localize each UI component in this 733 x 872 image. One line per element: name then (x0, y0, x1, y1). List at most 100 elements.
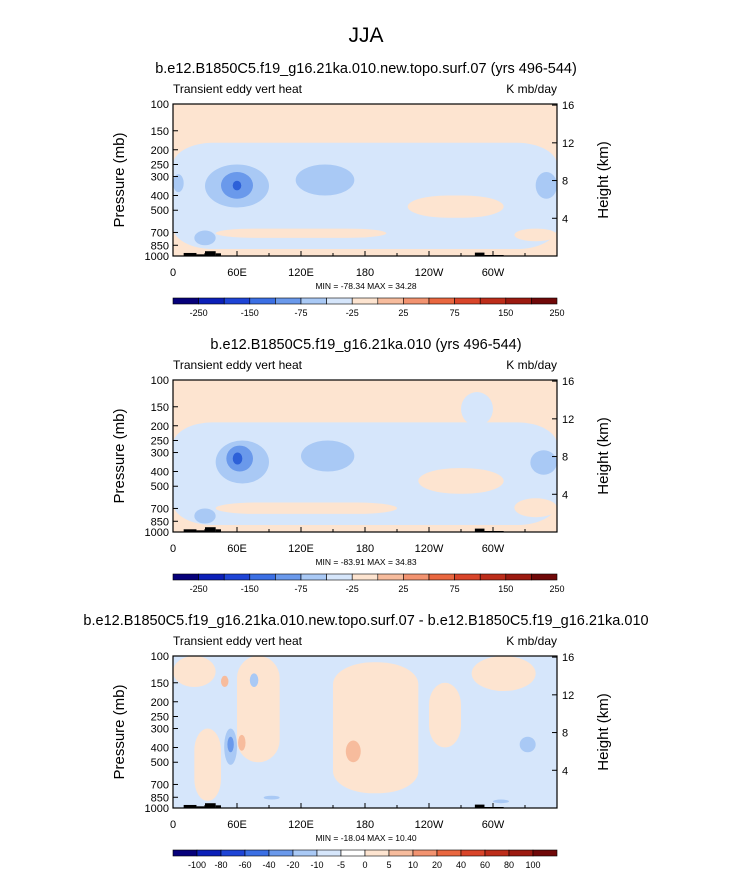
height-axis-label: Height (km) (595, 141, 612, 219)
height-axis-label: Height (km) (595, 693, 612, 771)
contour-region (471, 656, 536, 692)
colorbar-swatch (531, 297, 558, 305)
colorbar-swatch (268, 849, 294, 857)
colorbar-swatch (249, 573, 276, 581)
topography-mark (183, 804, 197, 808)
contour-region (221, 675, 229, 688)
contour-region (232, 452, 243, 465)
contour-region (173, 656, 216, 688)
colorbar-swatch (479, 573, 507, 581)
colorbar-swatch (377, 297, 404, 305)
topography-mark (205, 251, 216, 256)
colorbar-swatch (244, 849, 270, 857)
topography-mark (474, 252, 485, 256)
colorbar-swatch (172, 297, 199, 305)
topography-mark (196, 254, 205, 256)
colorbar-swatch (460, 849, 486, 857)
colorbar-swatch (300, 573, 327, 581)
colorbar-swatch (300, 297, 327, 305)
panel-units-label: K mb/day (506, 82, 557, 96)
colorbar-swatch (479, 297, 507, 305)
topography-mark (183, 529, 197, 532)
height-tick-label: 4 (562, 765, 568, 777)
y-axis-label: Pressure (mb) (111, 132, 128, 227)
x-tick-label: 120E (288, 267, 314, 279)
colorbar-swatch (454, 573, 481, 581)
panel-left-label: Transient eddy vert heat (173, 358, 303, 372)
topography-mark (196, 806, 205, 808)
y-tick-label: 250 (151, 435, 169, 447)
x-tick-label: 0 (170, 819, 176, 831)
colorbar-swatch (454, 297, 481, 305)
y-tick-label: 300 (151, 724, 169, 736)
panel-title: b.e12.B1850C5.f19_g16.21ka.010 (yrs 496-… (210, 337, 521, 353)
contour-region (215, 502, 397, 514)
contour-region (514, 498, 557, 518)
height-tick-label: 12 (562, 414, 574, 426)
y-tick-label: 100 (151, 375, 169, 387)
topography-mark (215, 253, 221, 256)
y-tick-label: 850 (151, 240, 169, 252)
y-tick-label: 700 (151, 779, 169, 791)
contour-region (295, 164, 355, 196)
y-tick-label: 200 (151, 421, 169, 433)
y-tick-label: 400 (151, 467, 169, 479)
contour-region (194, 230, 216, 246)
contour-region (461, 392, 493, 426)
colorbar-label: 60 (480, 860, 490, 870)
contour-region (237, 656, 280, 763)
x-tick-label: 180 (356, 819, 374, 831)
contour-region (530, 450, 557, 475)
topography-mark (474, 804, 485, 808)
colorbar-swatch (198, 297, 225, 305)
colorbar-label: 20 (432, 860, 442, 870)
height-tick-label: 16 (562, 652, 574, 664)
x-tick-label: 60E (227, 819, 247, 831)
colorbar-swatch (428, 297, 455, 305)
contour-region (227, 736, 234, 753)
contour-region (418, 468, 504, 494)
x-tick-label: 120E (288, 543, 314, 555)
colorbar-label: -100 (188, 860, 206, 870)
y-tick-label: 300 (151, 172, 169, 184)
topography-mark (215, 805, 221, 808)
colorbar-swatch (196, 849, 222, 857)
panel-left-label: Transient eddy vert heat (173, 634, 303, 648)
colorbar-label: 250 (549, 584, 564, 594)
topography-mark (215, 529, 221, 532)
min-max-stats: MIN = -83.91 MAX = 34.83 (315, 557, 416, 567)
colorbar-label: -5 (337, 860, 345, 870)
contour-region (407, 195, 504, 218)
colorbar-label: -150 (241, 308, 259, 318)
y-tick-label: 200 (151, 145, 169, 157)
colorbar-swatch (326, 573, 353, 581)
colorbar-swatch (484, 849, 510, 857)
x-tick-label: 60W (482, 543, 505, 555)
y-tick-label: 300 (151, 448, 169, 460)
colorbar-swatch (436, 849, 462, 857)
colorbar-label: 25 (398, 308, 408, 318)
contour-region (194, 508, 216, 524)
colorbar-label: -20 (286, 860, 299, 870)
panel-units-label: K mb/day (506, 634, 557, 648)
panel-units-label: K mb/day (506, 358, 557, 372)
y-tick-label: 100 (151, 99, 169, 111)
contour-region (232, 180, 242, 191)
contour-field (173, 656, 557, 808)
colorbar-swatch (223, 297, 251, 305)
x-tick-label: 60W (482, 819, 505, 831)
colorbar-label: 150 (498, 584, 513, 594)
y-tick-label: 500 (151, 757, 169, 769)
colorbar-label: 75 (450, 308, 460, 318)
colorbar-swatch (428, 573, 455, 581)
colorbar-swatch (532, 849, 558, 857)
colorbar-label: -80 (214, 860, 227, 870)
y-axis-label: Pressure (mb) (111, 408, 128, 503)
y-tick-label: 700 (151, 227, 169, 239)
contour-region (493, 799, 509, 804)
x-tick-label: 180 (356, 267, 374, 279)
contour-region (263, 795, 280, 800)
panel-3: b.e12.B1850C5.f19_g16.21ka.010.new.topo.… (83, 613, 648, 870)
colorbar-label: -75 (294, 308, 307, 318)
